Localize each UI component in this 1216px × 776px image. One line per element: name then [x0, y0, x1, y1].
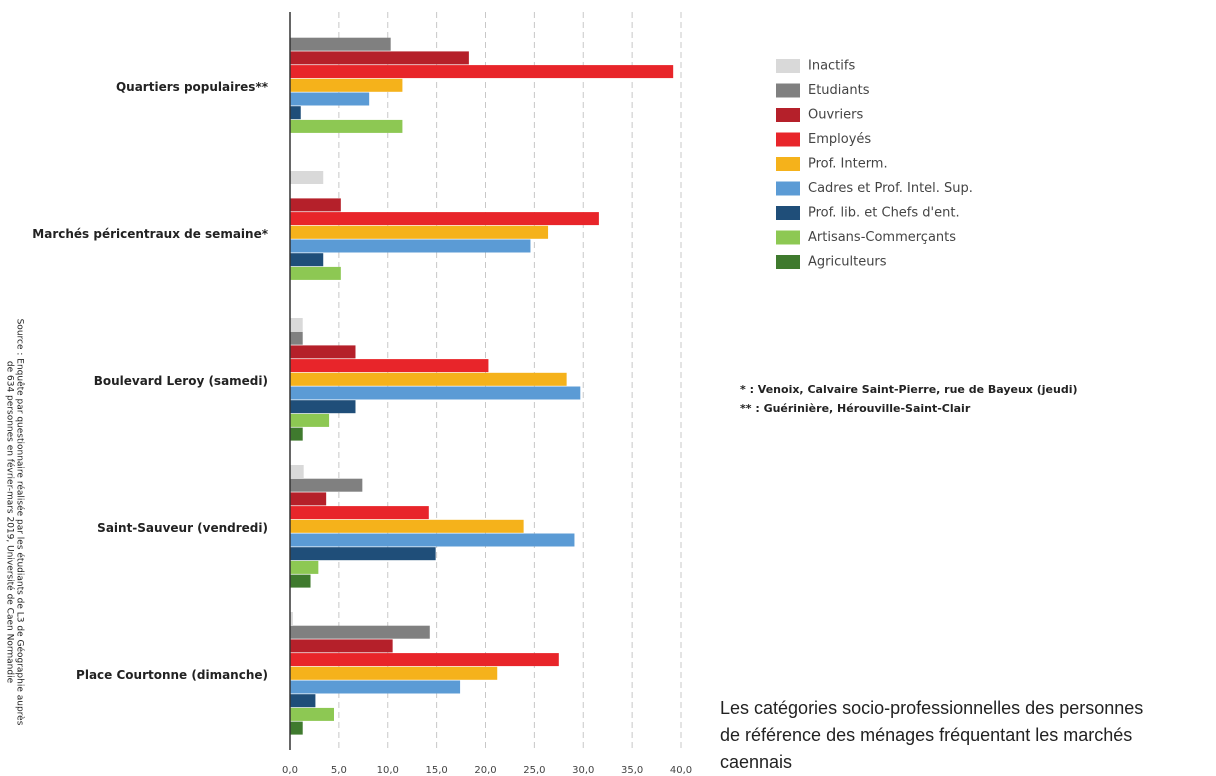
legend-label: Inactifs [808, 59, 855, 74]
bar [290, 266, 341, 280]
category-label: Boulevard Leroy (samedi) [94, 374, 268, 388]
bar [290, 694, 316, 708]
bar [290, 92, 370, 106]
bar [290, 478, 363, 492]
bar [290, 506, 429, 520]
bar [290, 653, 559, 667]
bar [290, 119, 403, 133]
bar [290, 625, 430, 639]
legend-swatch [776, 230, 800, 245]
bar [290, 519, 524, 533]
bar [290, 253, 324, 267]
bar [290, 465, 304, 478]
x-tick-label: 20,0 [474, 765, 496, 776]
legend-swatch [776, 181, 800, 196]
legend-label: Prof. lib. et Chefs d'ent. [808, 206, 960, 221]
legend-swatch [776, 83, 800, 98]
bar [290, 65, 674, 79]
bar [290, 400, 356, 414]
source: Source : Enquête par questionnaire réali… [5, 319, 26, 726]
source-line: Source : Enquête par questionnaire réali… [15, 319, 26, 726]
legend-swatch [776, 206, 800, 220]
legend-label: Cadres et Prof. Intel. Sup. [808, 181, 973, 196]
legend-swatch [776, 255, 800, 269]
legend-label: Artisans-Commerçants [808, 230, 956, 245]
category-label: Quartiers populaires** [116, 80, 269, 94]
legend-swatch [776, 157, 800, 171]
bar [290, 721, 303, 735]
x-tick-label: 35,0 [621, 765, 643, 776]
bar [290, 359, 489, 373]
legend-label: Agriculteurs [808, 255, 887, 270]
x-tick-label: 10,0 [377, 765, 399, 776]
note: * : Venoix, Calvaire Saint-Pierre, rue d… [740, 383, 1078, 396]
bar [290, 560, 319, 574]
bar [290, 331, 303, 345]
bar [290, 239, 531, 253]
legend-swatch [776, 132, 800, 147]
bar [290, 212, 599, 226]
bar [290, 666, 498, 680]
bar [290, 171, 324, 184]
x-tick-label: 15,0 [425, 765, 447, 776]
bar [290, 413, 330, 427]
caption: de référence des ménages fréquentant les… [720, 725, 1132, 745]
bar [290, 37, 391, 51]
legend-label: Ouvriers [808, 108, 863, 123]
legend-label: Etudiants [808, 83, 870, 98]
legend-label: Employés [808, 132, 871, 147]
caption: Les catégories socio-professionnelles de… [720, 698, 1143, 718]
category-label: Place Courtonne (dimanche) [76, 668, 268, 682]
legend-swatch [776, 59, 800, 73]
note: ** : Guérinière, Hérouville-Saint-Clair [740, 402, 971, 415]
legend-swatch [776, 108, 800, 122]
bar [290, 345, 356, 359]
bar [290, 198, 341, 212]
category-label: Saint-Sauveur (vendredi) [97, 521, 268, 535]
bar [290, 106, 301, 120]
bar [290, 639, 393, 653]
bar [290, 386, 581, 400]
bar [290, 492, 327, 506]
legend-label: Prof. Interm. [808, 157, 888, 172]
bar [290, 612, 293, 625]
bar [290, 427, 303, 441]
bar [290, 574, 311, 588]
source-line: de 634 personnes en février-mars 2019, U… [5, 361, 16, 684]
x-tick-label: 5,0 [331, 765, 347, 776]
bar [290, 547, 436, 561]
category-label: Marchés péricentraux de semaine* [32, 227, 268, 241]
bar [290, 225, 549, 239]
x-tick-label: 30,0 [572, 765, 594, 776]
bar [290, 51, 469, 65]
x-tick-label: 0,0 [282, 765, 298, 776]
bar [290, 533, 575, 547]
bar [290, 372, 567, 386]
x-tick-label: 25,0 [523, 765, 545, 776]
caption: caennais [720, 752, 792, 772]
bar [290, 707, 334, 721]
bar [290, 318, 303, 331]
bar [290, 78, 403, 92]
x-tick-label: 40,0 [670, 765, 692, 776]
bar [290, 680, 461, 694]
